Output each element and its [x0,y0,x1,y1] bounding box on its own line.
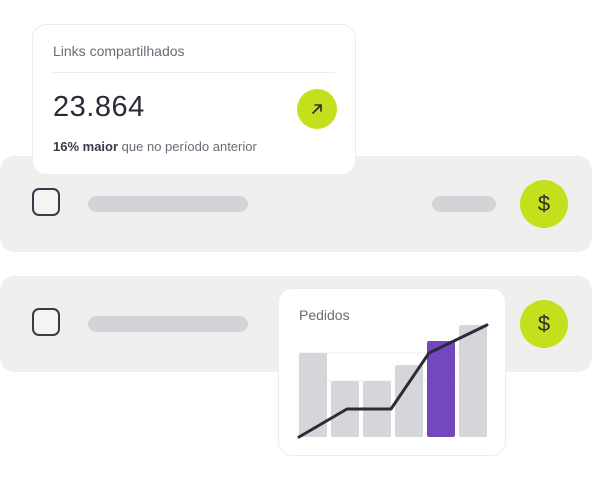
skeleton-text-placeholder [88,196,248,212]
row-checkbox[interactable] [32,188,60,216]
skeleton-text-placeholder [432,196,496,212]
card-title: Links compartilhados [53,43,185,59]
stat-value: 23.864 [53,91,145,123]
stat-description: 16% maior que no período anterior [53,139,257,154]
row-checkbox[interactable] [32,308,60,336]
chart-bar [299,353,327,437]
links-shared-card: Links compartilhados 23.864 16% maior qu… [32,24,356,175]
skeleton-text-placeholder [88,316,248,332]
chart-title: Pedidos [299,307,350,323]
orders-chart [297,323,489,439]
orders-chart-card: Pedidos [278,288,506,456]
arrow-up-right-icon [312,104,322,114]
chart-bar [459,325,487,437]
stat-delta-text: que no período anterior [118,139,257,154]
chart-bar [395,365,423,437]
stat-delta-highlight: 16% maior [53,139,119,154]
divider [53,72,335,73]
trend-button[interactable] [297,89,337,129]
chart-bar-highlighted [427,341,455,437]
chart-trend-line [297,323,489,439]
dollar-icon[interactable]: $ [520,300,568,348]
dollar-icon[interactable]: $ [520,180,568,228]
